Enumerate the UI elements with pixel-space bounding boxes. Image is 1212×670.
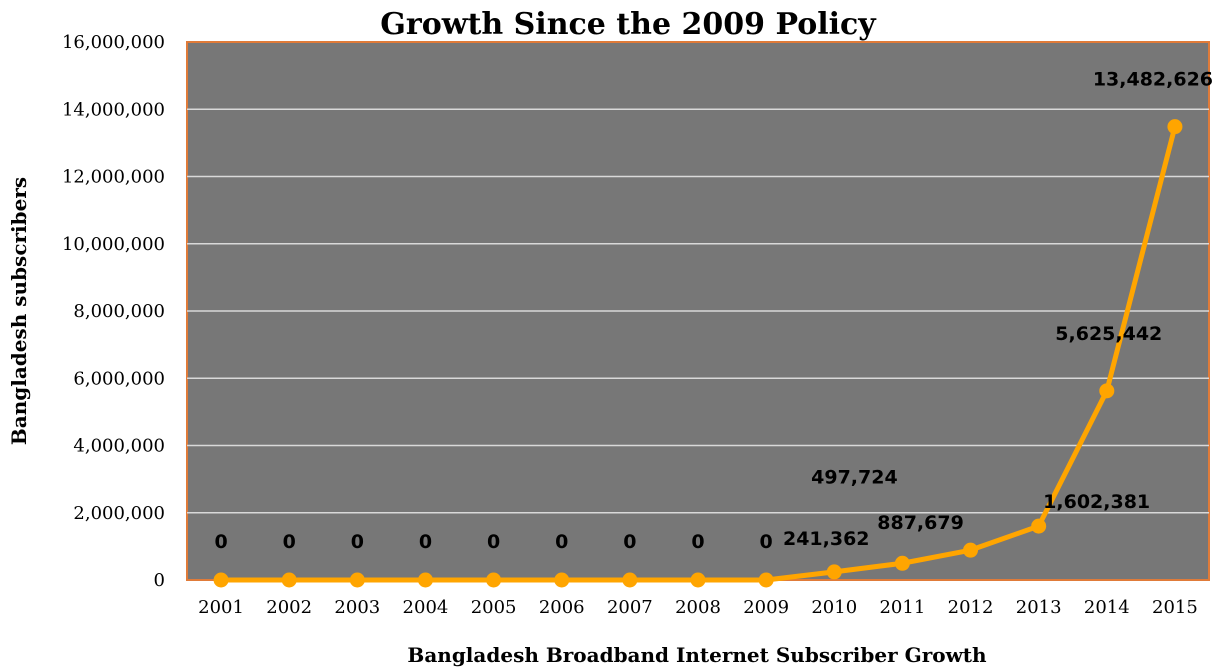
data-point	[417, 572, 433, 588]
data-label: 241,362	[783, 528, 870, 550]
data-label: 0	[351, 531, 364, 553]
x-axis-ticks: 2001 2002 2003 2004 2005 2006 2007 2008 2009 2010…	[198, 597, 1198, 618]
x-tick-label: 2013	[1016, 597, 1062, 618]
x-tick-label: 2002	[266, 597, 312, 618]
data-point	[894, 555, 910, 571]
data-point	[758, 572, 774, 588]
x-tick-label: 2006	[539, 597, 585, 618]
y-tick-label: 6,000,000	[73, 368, 165, 389]
data-point	[826, 564, 842, 580]
x-tick-label: 2012	[948, 597, 994, 618]
data-point	[1167, 119, 1183, 135]
data-point	[690, 572, 706, 588]
y-tick-label: 4,000,000	[73, 436, 165, 457]
x-tick-label: 2015	[1152, 597, 1198, 618]
data-point	[622, 572, 638, 588]
x-tick-label: 2001	[198, 597, 244, 618]
data-label: 497,724	[811, 466, 898, 488]
data-point	[213, 572, 229, 588]
y-tick-label: 10,000,000	[62, 234, 165, 255]
y-tick-label: 16,000,000	[62, 32, 165, 53]
y-tick-label: 0	[154, 570, 165, 591]
data-point	[1031, 518, 1047, 534]
data-label: 0	[760, 531, 773, 553]
x-tick-label: 2009	[743, 597, 789, 618]
x-tick-label: 2011	[879, 597, 925, 618]
data-point	[349, 572, 365, 588]
data-label: 0	[487, 531, 500, 553]
y-tick-label: 14,000,000	[62, 99, 165, 120]
data-label: 0	[419, 531, 432, 553]
y-tick-label: 12,000,000	[62, 167, 165, 188]
y-tick-label: 8,000,000	[73, 301, 165, 322]
data-label: 5,625,442	[1055, 323, 1162, 345]
data-labels: 0 0 0 0 0 0 0 0 0 241,362 497,724 887,679 1,602,381 5…	[214, 69, 1212, 553]
data-label: 0	[623, 531, 636, 553]
chart-title: Growth Since the 2009 Policy	[380, 7, 877, 42]
y-tick-label: 2,000,000	[73, 503, 165, 524]
data-label: 0	[555, 531, 568, 553]
x-tick-label: 2010	[811, 597, 857, 618]
x-tick-label: 2004	[403, 597, 449, 618]
x-tick-label: 2003	[334, 597, 380, 618]
x-axis-title: Bangladesh Broadband Internet Subscriber…	[407, 643, 987, 667]
y-axis-title: Bangladesh subscribers	[7, 177, 31, 445]
data-point	[1099, 383, 1115, 399]
x-tick-label: 2014	[1084, 597, 1130, 618]
data-label: 887,679	[877, 512, 964, 534]
data-point	[281, 572, 297, 588]
y-axis-ticks: 0 2,000,000 4,000,000 6,000,000 8,000,000 10,…	[62, 32, 165, 591]
data-label: 13,482,626	[1093, 69, 1212, 91]
data-label: 1,602,381	[1043, 491, 1150, 513]
data-point	[486, 572, 502, 588]
data-point	[963, 542, 979, 558]
x-tick-label: 2005	[471, 597, 517, 618]
gridlines	[187, 108, 1209, 514]
data-label: 0	[283, 531, 296, 553]
x-tick-label: 2008	[675, 597, 721, 618]
data-label: 0	[214, 531, 227, 553]
data-label: 0	[691, 531, 704, 553]
data-markers	[213, 119, 1183, 588]
x-tick-label: 2007	[607, 597, 653, 618]
data-point	[554, 572, 570, 588]
